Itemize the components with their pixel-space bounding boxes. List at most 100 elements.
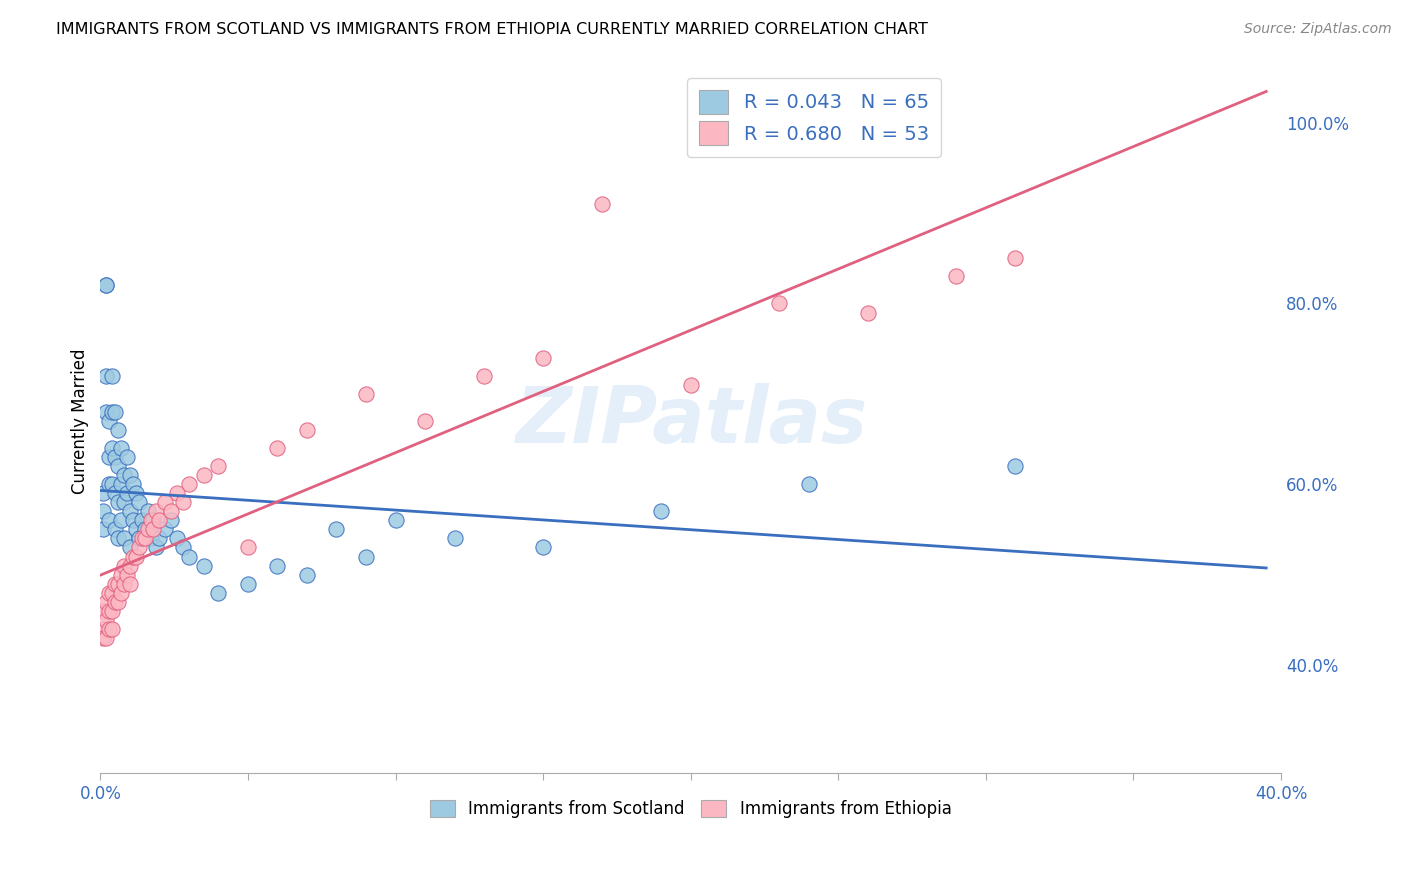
Point bbox=[650, 504, 672, 518]
Point bbox=[112, 532, 135, 546]
Point bbox=[125, 549, 148, 564]
Point bbox=[768, 296, 790, 310]
Point bbox=[128, 532, 150, 546]
Point bbox=[96, 613, 118, 627]
Point bbox=[96, 405, 118, 419]
Point bbox=[134, 523, 156, 537]
Point bbox=[118, 504, 141, 518]
Point bbox=[155, 523, 177, 537]
Point bbox=[325, 523, 347, 537]
Point bbox=[266, 558, 288, 573]
Point bbox=[172, 495, 194, 509]
Text: ZIPatlas: ZIPatlas bbox=[515, 383, 866, 459]
Point bbox=[236, 576, 259, 591]
Point bbox=[413, 414, 436, 428]
Point bbox=[160, 513, 183, 527]
Point bbox=[115, 567, 138, 582]
Point bbox=[104, 486, 127, 500]
Point bbox=[354, 549, 377, 564]
Point bbox=[266, 441, 288, 455]
Point bbox=[107, 576, 129, 591]
Point bbox=[531, 541, 554, 555]
Point bbox=[295, 423, 318, 437]
Point bbox=[96, 595, 118, 609]
Point bbox=[142, 523, 165, 537]
Point bbox=[104, 523, 127, 537]
Point bbox=[139, 532, 162, 546]
Point bbox=[91, 504, 114, 518]
Point bbox=[443, 532, 465, 546]
Point bbox=[98, 513, 121, 527]
Point bbox=[110, 441, 132, 455]
Point bbox=[166, 486, 188, 500]
Point bbox=[121, 477, 143, 491]
Point bbox=[145, 541, 167, 555]
Point bbox=[112, 576, 135, 591]
Point bbox=[115, 486, 138, 500]
Point bbox=[166, 532, 188, 546]
Point bbox=[115, 450, 138, 464]
Point bbox=[96, 278, 118, 293]
Point bbox=[172, 541, 194, 555]
Point bbox=[107, 495, 129, 509]
Legend: Immigrants from Scotland, Immigrants from Ethiopia: Immigrants from Scotland, Immigrants fro… bbox=[423, 794, 957, 825]
Point bbox=[91, 486, 114, 500]
Point bbox=[125, 523, 148, 537]
Point bbox=[148, 513, 170, 527]
Point bbox=[104, 405, 127, 419]
Point bbox=[145, 504, 167, 518]
Point bbox=[193, 558, 215, 573]
Point bbox=[131, 513, 153, 527]
Point bbox=[121, 513, 143, 527]
Point bbox=[118, 541, 141, 555]
Point bbox=[160, 504, 183, 518]
Text: Source: ZipAtlas.com: Source: ZipAtlas.com bbox=[1244, 22, 1392, 37]
Point bbox=[148, 532, 170, 546]
Point bbox=[112, 495, 135, 509]
Point bbox=[128, 495, 150, 509]
Point bbox=[91, 523, 114, 537]
Point bbox=[177, 549, 200, 564]
Point bbox=[945, 269, 967, 284]
Point bbox=[96, 368, 118, 383]
Point bbox=[101, 368, 124, 383]
Point bbox=[96, 278, 118, 293]
Point bbox=[112, 558, 135, 573]
Point bbox=[354, 387, 377, 401]
Point bbox=[98, 604, 121, 618]
Point bbox=[134, 532, 156, 546]
Point bbox=[107, 532, 129, 546]
Point bbox=[110, 567, 132, 582]
Point bbox=[591, 197, 613, 211]
Point bbox=[98, 585, 121, 599]
Point bbox=[155, 495, 177, 509]
Point bbox=[236, 541, 259, 555]
Point bbox=[110, 477, 132, 491]
Point bbox=[107, 459, 129, 474]
Point bbox=[98, 414, 121, 428]
Point bbox=[472, 368, 495, 383]
Point bbox=[101, 585, 124, 599]
Point bbox=[98, 450, 121, 464]
Point bbox=[110, 513, 132, 527]
Y-axis label: Currently Married: Currently Married bbox=[72, 348, 89, 494]
Point bbox=[104, 576, 127, 591]
Point bbox=[96, 631, 118, 645]
Point bbox=[110, 585, 132, 599]
Point bbox=[91, 622, 114, 636]
Point bbox=[107, 595, 129, 609]
Point bbox=[207, 459, 229, 474]
Point bbox=[136, 504, 159, 518]
Point bbox=[531, 351, 554, 365]
Text: IMMIGRANTS FROM SCOTLAND VS IMMIGRANTS FROM ETHIOPIA CURRENTLY MARRIED CORRELATI: IMMIGRANTS FROM SCOTLAND VS IMMIGRANTS F… bbox=[56, 22, 928, 37]
Point bbox=[295, 567, 318, 582]
Point bbox=[136, 523, 159, 537]
Point bbox=[91, 604, 114, 618]
Point bbox=[101, 441, 124, 455]
Point bbox=[193, 468, 215, 483]
Point bbox=[101, 477, 124, 491]
Point bbox=[104, 450, 127, 464]
Point bbox=[118, 576, 141, 591]
Point bbox=[128, 541, 150, 555]
Point bbox=[98, 477, 121, 491]
